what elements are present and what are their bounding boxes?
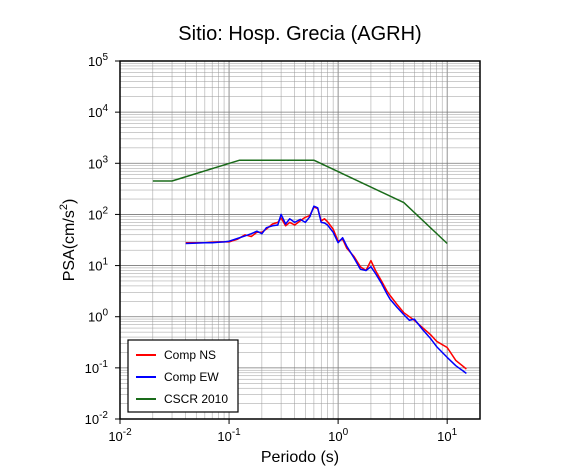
legend-label: CSCR 2010 — [164, 392, 228, 406]
series-lines — [152, 159, 467, 375]
y-tick-label: 105 — [88, 52, 108, 69]
x-tick-label: 100 — [328, 427, 348, 444]
grid — [119, 61, 481, 420]
legend: Comp NS Comp EW CSCR 2010 — [127, 339, 239, 413]
y-tick-label: 104 — [88, 103, 108, 120]
x-tick-label: 10-1 — [217, 427, 241, 444]
legend-label: Comp NS — [164, 348, 216, 362]
series-line-cscr-2010 — [152, 159, 448, 245]
y-axis-label-base: PSA(cm/s — [61, 210, 78, 281]
y-tick-label: 102 — [88, 205, 108, 222]
legend-label: Comp EW — [164, 370, 219, 384]
y-tick-label: 100 — [88, 308, 108, 325]
x-axis-label: Periodo (s) — [261, 449, 339, 466]
x-tick-label: 10-2 — [108, 427, 132, 444]
y-tick-label: 101 — [88, 257, 108, 274]
y-tick-label: 103 — [88, 154, 108, 171]
y-axis-label-sup: 2 — [58, 204, 70, 210]
ticks: 10-2 10-1 100 101 10-2 10-1 100 101 102 103 104 105 — [85, 52, 458, 444]
plot-frame — [119, 60, 481, 420]
y-tick-label: 10-2 — [85, 410, 109, 427]
x-tick-label: 101 — [437, 427, 457, 444]
chart-title: Sitio: Hosp. Grecia (AGRH) — [178, 23, 421, 45]
y-axis-label: PSA(cm/s2) — [58, 199, 78, 282]
y-axis-label-end: ) — [61, 199, 78, 204]
y-tick-label: 10-1 — [85, 359, 109, 376]
series-line-comp-ew — [185, 205, 467, 375]
